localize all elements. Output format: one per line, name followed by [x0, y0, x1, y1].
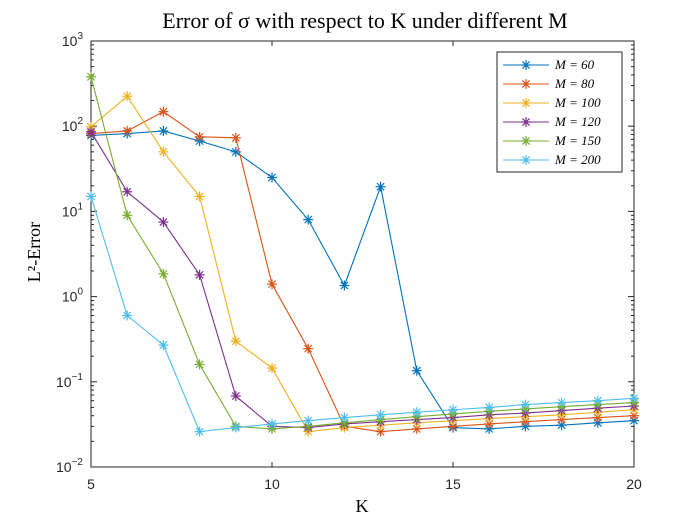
- data-point: [448, 404, 458, 415]
- data-point: [303, 415, 314, 426]
- y-axis-label: L²-Error: [24, 222, 44, 282]
- legend-entry: M = 200: [503, 152, 601, 167]
- data-point: [411, 407, 422, 418]
- series-line: [90, 196, 635, 433]
- data-point: [194, 131, 205, 142]
- data-point: [194, 191, 205, 202]
- x-tick-label: 20: [626, 476, 642, 492]
- data-point: [520, 399, 531, 410]
- legend-marker: [521, 136, 531, 146]
- series-line: [90, 95, 635, 433]
- data-point: [303, 214, 314, 225]
- legend-marker: [521, 79, 531, 89]
- x-tick-label: 15: [445, 476, 461, 492]
- legend-entry: M = 150: [503, 133, 601, 148]
- series-line: [90, 76, 635, 430]
- x-tick-label: 10: [264, 476, 280, 492]
- data-point: [629, 410, 639, 421]
- series-layer: [86, 71, 639, 437]
- series-line: [90, 131, 635, 429]
- legend-entry: M = 120: [503, 114, 601, 129]
- data-point: [194, 269, 205, 280]
- legend-entry: M = 80: [503, 76, 595, 91]
- data-point: [629, 393, 639, 404]
- data-point: [158, 125, 169, 136]
- data-point: [375, 181, 386, 192]
- data-point: [230, 336, 241, 347]
- legend-marker: [521, 155, 531, 165]
- data-point: [484, 402, 495, 413]
- legend-marker: [521, 117, 531, 127]
- data-point: [303, 343, 314, 354]
- data-point: [122, 91, 133, 102]
- legend-entry: M = 60: [503, 57, 595, 72]
- series-5: [86, 71, 639, 434]
- legend-marker: [521, 98, 531, 108]
- data-point: [230, 132, 241, 143]
- data-point: [86, 126, 96, 137]
- data-point: [267, 418, 277, 429]
- series-line: [90, 130, 635, 430]
- data-point: [267, 279, 277, 290]
- data-point: [267, 172, 277, 183]
- legend: M = 60 M = 80 M = 100 M = 120 M = 150 M = 200: [496, 51, 623, 173]
- x-axis-ticks: 5 10 15 20: [87, 41, 642, 492]
- data-point: [339, 280, 350, 291]
- data-point: [230, 422, 241, 433]
- data-point: [267, 363, 277, 374]
- data-point: [230, 391, 241, 402]
- data-point: [375, 409, 386, 420]
- y-tick-label: 10−2: [56, 457, 83, 475]
- legend-marker: [521, 60, 531, 70]
- data-point: [158, 340, 169, 351]
- series-line: [90, 111, 635, 433]
- data-point: [194, 426, 205, 437]
- data-point: [158, 217, 169, 228]
- y-tick-label: 100: [62, 287, 84, 305]
- legend-label: M = 100: [554, 95, 601, 110]
- x-axis-label: K: [356, 496, 369, 516]
- y-tick-label: 10−1: [56, 372, 83, 390]
- data-point: [556, 397, 567, 408]
- data-point: [158, 106, 169, 117]
- data-point: [592, 395, 603, 406]
- x-tick-label: 5: [87, 476, 95, 492]
- data-point: [411, 365, 422, 376]
- y-axis-ticks: 10−2 10−1 100 101 102 103: [56, 31, 634, 475]
- data-point: [86, 71, 96, 82]
- legend-label: M = 200: [554, 152, 601, 167]
- data-point: [158, 268, 169, 279]
- data-point: [122, 210, 133, 221]
- series-6: [86, 191, 639, 437]
- chart-title: Error of σ with respect to K under diffe…: [162, 8, 568, 33]
- data-point: [122, 125, 133, 136]
- legend-entry: M = 100: [503, 95, 601, 110]
- data-point: [158, 146, 169, 157]
- legend-label: M = 80: [554, 76, 595, 91]
- legend-label: M = 120: [554, 114, 601, 129]
- legend-box: [496, 51, 623, 173]
- data-point: [86, 191, 96, 202]
- data-point: [122, 186, 133, 197]
- legend-label: M = 150: [554, 133, 601, 148]
- y-tick-label: 103: [62, 31, 84, 49]
- data-point: [194, 359, 205, 370]
- data-point: [122, 310, 133, 321]
- y-tick-label: 101: [62, 201, 84, 219]
- data-point: [339, 412, 350, 423]
- y-tick-label: 102: [62, 116, 84, 134]
- legend-label: M = 60: [554, 57, 595, 72]
